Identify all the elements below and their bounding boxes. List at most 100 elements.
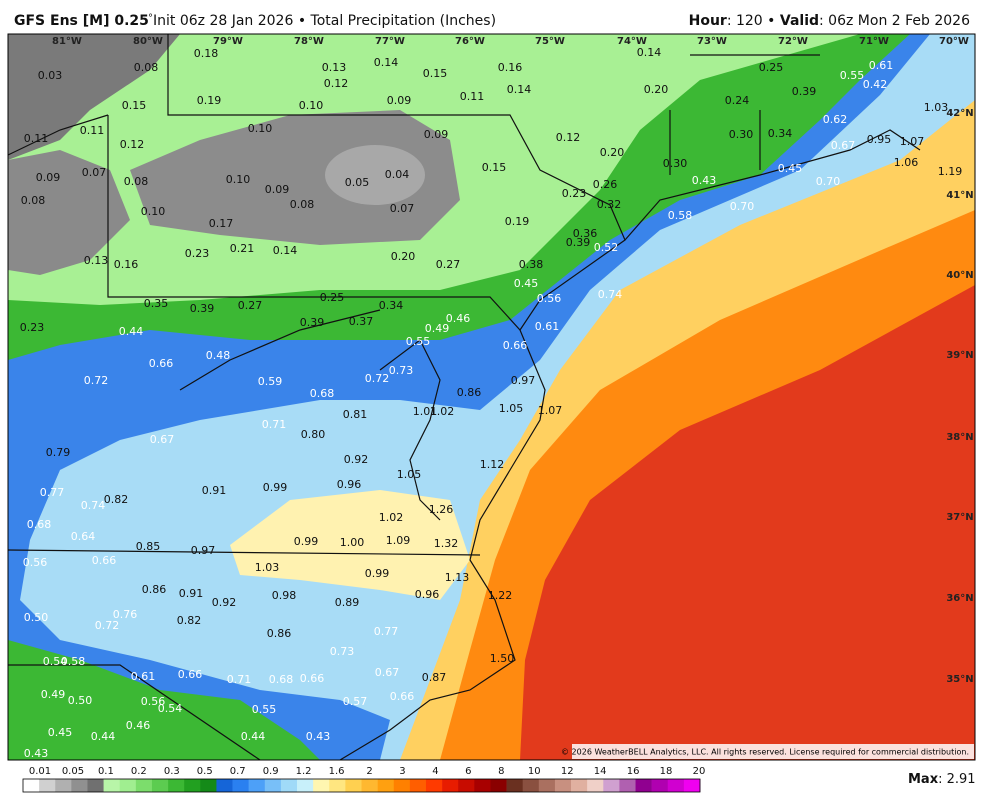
station-value: 1.02 (379, 511, 404, 524)
station-value: 0.50 (24, 611, 49, 624)
station-value: 0.23 (562, 187, 587, 200)
station-value: 0.76 (113, 608, 138, 621)
station-value: 0.10 (226, 173, 251, 186)
station-value: 0.91 (202, 484, 227, 497)
legend-swatch (506, 779, 523, 792)
legend-frame (22, 778, 701, 793)
station-value: 0.42 (863, 78, 888, 91)
legend-swatch (264, 779, 282, 792)
station-value: 0.43 (24, 747, 49, 760)
station-value: 0.12 (556, 131, 581, 144)
station-value: 0.86 (457, 386, 482, 399)
station-value: 0.66 (178, 668, 203, 681)
longitude-label: 76°W (455, 36, 485, 47)
station-value: 0.79 (46, 446, 71, 459)
legend-label: 1.2 (296, 766, 312, 777)
station-value: 0.39 (792, 85, 817, 98)
station-value: 0.61 (131, 670, 156, 683)
borders (8, 34, 921, 760)
legend-label: 0.05 (62, 766, 84, 777)
hour-value: : 120 • (727, 13, 780, 29)
station-value: 0.72 (365, 372, 390, 385)
station-value: 0.10 (248, 122, 273, 135)
max-key: Max (908, 772, 939, 787)
legend-label: 0.5 (197, 766, 213, 777)
legend-swatch (442, 779, 459, 792)
legend-label: 14 (594, 766, 607, 777)
station-value: 0.82 (104, 493, 129, 506)
station-value: 0.67 (831, 139, 856, 152)
svg-text:Max: 2.91: Max: 2.91 (908, 772, 976, 787)
legend-swatch (409, 779, 427, 792)
legend-swatch (232, 779, 249, 792)
legend-swatch (538, 779, 556, 792)
station-value: 0.81 (343, 408, 368, 421)
legend-label: 16 (627, 766, 640, 777)
station-value: 0.16 (114, 258, 139, 271)
station-value: 0.14 (374, 56, 399, 69)
longitude-label: 79°W (213, 36, 243, 47)
station-value: 1.06 (894, 156, 919, 169)
longitude-label: 80°W (133, 36, 163, 47)
copyright-box (572, 744, 974, 759)
station-value: 0.99 (365, 567, 390, 580)
station-value: 0.19 (197, 94, 222, 107)
legend-swatch (119, 779, 137, 792)
station-value: 1.03 (255, 561, 280, 574)
title-model: GFS Ens [M] 0.25 (14, 13, 149, 29)
legend-label: 0.01 (29, 766, 51, 777)
latitude-label: 39°N (946, 350, 973, 361)
station-value: 1.13 (445, 571, 470, 584)
legend-label: 0.1 (98, 766, 114, 777)
station-value: 0.55 (406, 335, 431, 348)
field-green-sw (8, 640, 320, 760)
station-value: 0.04 (385, 168, 410, 181)
valid-key: Valid (780, 13, 819, 29)
longitude-label: 73°W (697, 36, 727, 47)
station-value: 0.95 (867, 133, 892, 146)
station-value: 0.12 (324, 77, 349, 90)
station-value: 0.55 (252, 703, 277, 716)
station-value: 0.19 (505, 215, 530, 228)
station-value: 0.44 (241, 730, 266, 743)
legend-swatch (39, 779, 56, 792)
longitude-label: 81°W (52, 36, 82, 47)
station-value: 0.43 (692, 174, 717, 187)
station-value: 0.70 (730, 200, 755, 213)
station-value: 0.15 (482, 161, 507, 174)
station-value: 0.66 (149, 357, 174, 370)
station-value: 0.12 (120, 138, 145, 151)
station-value: 0.58 (668, 209, 693, 222)
latitude-label: 41°N (946, 190, 973, 201)
station-value: 0.36 (573, 227, 598, 240)
state-border-s (8, 309, 481, 760)
legend-swatch (151, 779, 169, 792)
station-value: 0.14 (273, 244, 298, 257)
station-value: 0.34 (768, 127, 793, 140)
legend-label: 4 (432, 766, 438, 777)
station-value: 0.97 (511, 374, 536, 387)
legend-label: 2 (366, 766, 372, 777)
longitude-label: 71°W (859, 36, 889, 47)
legend-label: 0.3 (164, 766, 180, 777)
field-gray-c (130, 110, 460, 245)
max-value: : 2.91 (938, 772, 975, 787)
legend-swatch (554, 779, 572, 792)
station-value: 0.91 (179, 587, 204, 600)
station-value: 0.07 (390, 202, 415, 215)
legend-swatch (71, 779, 88, 792)
legend-label: 0.2 (131, 766, 147, 777)
station-value: 0.82 (177, 614, 202, 627)
station-value: 0.73 (389, 364, 414, 377)
field-gray-light (325, 145, 425, 205)
station-value: 0.11 (24, 132, 49, 145)
station-value: 0.08 (134, 61, 159, 74)
station-value: 0.11 (80, 124, 105, 137)
legend-label: 0.9 (263, 766, 279, 777)
station-value: 0.61 (869, 59, 894, 72)
latitude-label: 37°N (946, 512, 973, 523)
station-value: 0.66 (300, 672, 325, 685)
station-value: 0.45 (778, 162, 803, 175)
station-value: 0.15 (122, 99, 147, 112)
